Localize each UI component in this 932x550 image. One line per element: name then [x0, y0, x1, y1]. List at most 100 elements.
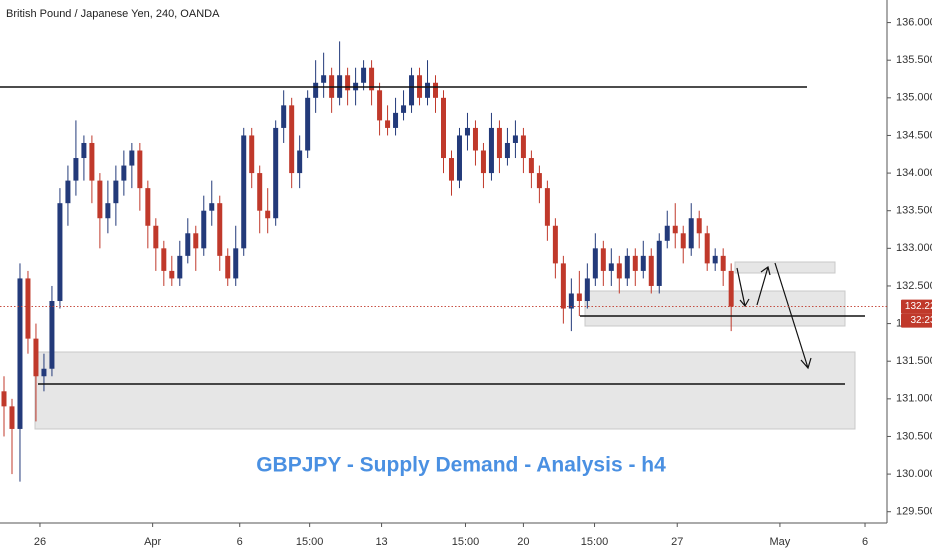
candle-body — [145, 188, 151, 226]
y-tick-label: 134.000 — [896, 167, 932, 179]
candle-body — [265, 210, 271, 219]
candle-body — [369, 67, 375, 91]
candle-body — [137, 150, 143, 189]
x-tick-label: 6 — [237, 536, 243, 548]
y-tick-label: 134.500 — [896, 129, 932, 141]
y-tick-label: 130.000 — [896, 468, 932, 480]
candle-body — [345, 75, 351, 91]
countdown-box — [901, 313, 932, 328]
zone — [34, 351, 856, 430]
candle-body — [305, 97, 311, 151]
candle-body — [161, 248, 167, 271]
candle-body — [321, 75, 327, 83]
candle-body — [33, 338, 39, 377]
candle-body — [313, 82, 319, 98]
candle-body — [1, 391, 7, 407]
candle-body — [57, 203, 63, 302]
candle-body — [433, 82, 439, 98]
candle-body — [592, 248, 598, 279]
candle-body — [528, 158, 534, 174]
candle-body — [401, 105, 407, 113]
x-tick-label: 26 — [34, 536, 46, 548]
candle-body — [113, 180, 119, 204]
arrow — [756, 265, 771, 306]
candles — [1, 41, 734, 482]
candle-body — [648, 255, 654, 286]
y-tick-label: 131.500 — [896, 355, 932, 367]
candle-body — [544, 188, 550, 226]
candle-body — [664, 225, 670, 241]
candle-body — [281, 105, 287, 128]
candle-body — [41, 368, 47, 377]
candle-body — [129, 150, 135, 166]
candle-body — [584, 278, 590, 302]
candle-body — [233, 248, 239, 279]
candle-body — [425, 82, 431, 98]
chart-title: British Pound / Japanese Yen, 240, OANDA — [6, 8, 220, 20]
candle-body — [385, 120, 391, 128]
zones — [34, 261, 856, 430]
candle-body — [393, 112, 399, 128]
x-tick-label: 27 — [671, 536, 683, 548]
x-tick-label: 15:00 — [581, 536, 609, 548]
candle-body — [377, 90, 383, 121]
zone — [584, 290, 846, 327]
candle-body — [81, 142, 87, 159]
candle-body — [273, 127, 279, 219]
candle-body — [624, 255, 630, 279]
candle-body — [249, 135, 255, 174]
candle-body — [409, 75, 415, 106]
candle-body — [712, 255, 718, 264]
candle-body — [441, 97, 446, 159]
price-label: 132.226 — [905, 301, 932, 312]
candle-body — [720, 255, 726, 271]
y-tick-label: 129.500 — [896, 506, 932, 518]
candle-body — [185, 233, 191, 256]
candle-body — [241, 135, 247, 249]
candle-body — [297, 150, 303, 174]
candle-body — [201, 210, 207, 249]
candle-body — [688, 218, 694, 249]
zone — [734, 261, 836, 274]
x-tick-label: May — [770, 536, 791, 548]
candle-body — [672, 225, 678, 234]
candle-body — [472, 127, 478, 151]
candle-body — [9, 406, 15, 429]
candle-body — [65, 180, 71, 204]
candle-body — [49, 301, 55, 369]
annotation: GBPJPY - Supply Demand - Analysis - h4 — [256, 454, 666, 477]
y-tick-label: 133.500 — [896, 205, 932, 217]
x-tick-label: 6 — [862, 536, 868, 548]
candle-body — [153, 225, 159, 249]
candle-body — [448, 158, 454, 181]
x-tick-label: 13 — [375, 536, 387, 548]
y-tick-label: 136.000 — [896, 16, 932, 28]
x-tick-label: Apr — [144, 536, 161, 548]
candle-body — [568, 293, 574, 309]
y-tick-label: 131.000 — [896, 393, 932, 405]
x-tick-label: 15:00 — [452, 536, 480, 548]
candle-body — [632, 255, 638, 271]
candle-body — [600, 248, 606, 271]
y-tick-label: 133.000 — [896, 242, 932, 254]
candle-body — [464, 127, 470, 136]
candle-body — [536, 173, 542, 189]
candle-body — [105, 203, 111, 219]
candle-body — [225, 255, 231, 279]
candle-body — [656, 240, 662, 286]
candle-body — [696, 218, 702, 234]
x-tick-label: 15:00 — [296, 536, 324, 548]
candle-body — [704, 233, 710, 264]
candle-body — [520, 135, 526, 159]
candle-body — [217, 203, 223, 256]
y-tick-label: 135.000 — [896, 92, 932, 104]
candle-body — [209, 203, 215, 211]
candle-body — [169, 270, 175, 279]
candle-body — [89, 142, 95, 181]
candle-body — [121, 165, 127, 181]
countdown: 32:23 — [910, 315, 932, 326]
candle-body — [25, 278, 31, 339]
candle-body — [257, 173, 263, 211]
candle-body — [552, 225, 558, 264]
